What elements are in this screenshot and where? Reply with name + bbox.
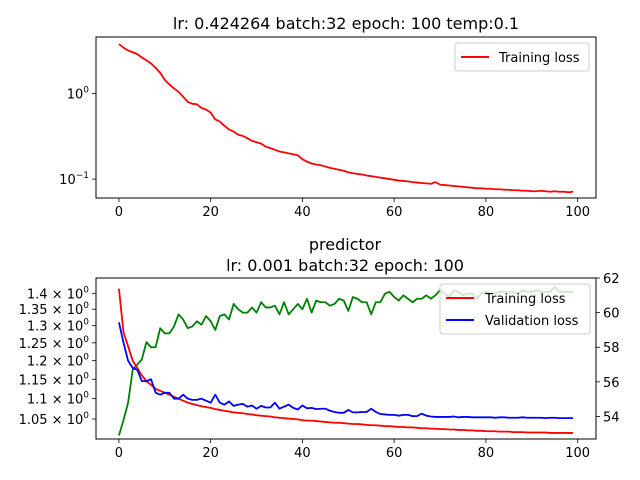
bottom-x-tick-label: 80 [478,446,495,461]
bottom-legend-box [439,283,591,335]
top-y-tick-exponent: 0 [83,86,89,96]
bottom-series-training-loss-line [118,288,574,434]
top-axes-frame [95,36,597,199]
top-y-tick-mantissa: 10 [67,88,84,103]
bottom-y-tick-exponent: 0 [83,371,89,381]
bottom-x-tick-label: 0 [115,446,123,461]
bottom-y-tick-label: 1.2 × 100 [27,353,89,370]
bottom-series-validation-loss-line [118,322,574,420]
top-y-tick-label: 10−1 [59,171,89,188]
top-plot-lines [118,43,574,194]
top-axes: lr: 0.424264 batch:32 epoch: 100 temp:0.… [59,14,597,220]
bottom-legend-label-training-loss: Training loss [484,292,566,307]
bottom-right-y-tick-label: 54 [603,410,620,425]
bottom-y-tick-exponent: 0 [83,318,89,328]
bottom-x-tick-label: 60 [386,446,403,461]
top-y-tick-exponent: −1 [76,171,89,181]
bottom-right-y-tick-label: 60 [603,307,620,322]
bottom-y-tick-mantissa: 1.25 × 10 [19,337,84,352]
bottom-y-tick-exponent: 0 [83,285,89,295]
bottom-right-y-tick-label: 56 [603,376,620,391]
bottom-y-tick-label: 1.1 × 100 [27,391,89,408]
bottom-y-tick-exponent: 0 [83,391,89,401]
bottom-right-y-tick-label: 62 [603,272,620,287]
bottom-right-y-tick-label: 58 [603,341,620,356]
top-x-tick-label: 80 [478,205,495,220]
bottom-y-tick-mantissa: 1.2 × 10 [27,355,83,370]
bottom-x-ticks: 0 20 40 60 80 100 [115,439,590,461]
top-x-tick-label: 100 [565,205,590,220]
bottom-chart-title-line2: lr: 0.001 batch:32 epoch: 100 [226,256,464,275]
bottom-right-y-ticks: 54 56 58 60 62 [596,272,620,425]
top-y-tick-label: 100 [67,86,90,103]
bottom-y-tick-label: 1.05 × 100 [19,411,90,428]
bottom-x-tick-label: 100 [565,446,590,461]
bottom-axes-frame [95,277,597,440]
top-legend-label-training-loss: Training loss [498,51,580,66]
bottom-y-tick-exponent: 0 [83,301,89,311]
bottom-y-tick-mantissa: 1.35 × 10 [19,303,84,318]
top-x-tick-label: 60 [386,205,403,220]
bottom-y-tick-exponent: 0 [83,353,89,363]
bottom-y-tick-label: 1.3 × 100 [27,318,89,335]
bottom-y-tick-label: 1.25 × 100 [19,335,90,352]
bottom-axes: predictor lr: 0.001 batch:32 epoch: 100 … [19,235,620,461]
bottom-y-tick-exponent: 0 [83,411,89,421]
bottom-y-tick-mantissa: 1.1 × 10 [27,393,83,408]
top-x-tick-label: 20 [202,205,219,220]
top-x-tick-label: 40 [294,205,311,220]
bottom-y-tick-label: 1.35 × 100 [19,301,90,318]
top-x-ticks: 0 20 40 60 80 100 [115,198,590,220]
bottom-legend: Training loss Validation loss [439,283,591,335]
bottom-y-tick-label: 1.4 × 100 [27,285,89,302]
top-series-training-loss-line [118,43,574,194]
bottom-chart-title-line1: predictor [309,235,382,254]
top-x-tick-label: 0 [115,205,123,220]
bottom-y-tick-exponent: 0 [83,335,89,345]
bottom-y-tick-mantissa: 1.4 × 10 [27,287,83,302]
bottom-y-tick-mantissa: 1.15 × 10 [19,373,84,388]
bottom-x-tick-label: 40 [294,446,311,461]
bottom-x-tick-label: 20 [202,446,219,461]
top-legend: Training loss [454,42,590,72]
bottom-y-tick-mantissa: 1.05 × 10 [19,413,84,428]
top-y-tick-mantissa: 10 [59,173,76,188]
bottom-legend-label-validation-loss: Validation loss [485,314,579,329]
top-chart-title: lr: 0.424264 batch:32 epoch: 100 temp:0.… [173,14,519,33]
bottom-y-tick-mantissa: 1.3 × 10 [27,320,83,335]
bottom-y-tick-label: 1.15 × 100 [19,371,90,388]
top-legend-box [454,42,590,72]
